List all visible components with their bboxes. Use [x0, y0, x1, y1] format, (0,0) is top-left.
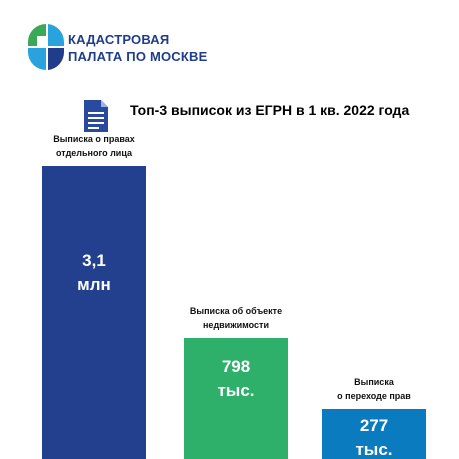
value-label-1-line-2: млн: [77, 275, 111, 294]
chart-title: Топ-3 выписок из ЕГРН в 1 кв. 2022 года: [130, 102, 410, 118]
logo: КАДАСТРОВАЯ ПАЛАТА ПО МОСКВЕ: [26, 22, 216, 74]
cadastre-logo-icon: [28, 24, 65, 70]
category-label-2-line-2: недвижимости: [203, 320, 269, 330]
category-label-3-line-1: Выписка: [354, 377, 395, 387]
value-label-3-line-1: 277: [360, 416, 388, 435]
category-label-1-line-2: отдельного лица: [56, 148, 133, 158]
value-label-2-line-2: тыс.: [217, 381, 254, 400]
category-label-3-line-2: о переходе прав: [337, 391, 411, 401]
document-icon: [84, 100, 108, 132]
category-label-2-line-1: Выписка об объекте: [190, 306, 282, 316]
value-label-2-line-1: 798: [222, 357, 250, 376]
category-label-1-line-1: Выписка о правах: [53, 134, 135, 144]
org-name-line1: КАДАСТРОВАЯ: [68, 32, 170, 47]
org-name-line2: ПАЛАТА ПО МОСКВЕ: [68, 49, 208, 64]
value-label-1-line-1: 3,1: [82, 251, 106, 270]
bar-3: [322, 409, 426, 459]
bar-1: [42, 166, 146, 459]
value-label-3-line-2: тыс.: [355, 440, 392, 459]
bar-2: [184, 338, 288, 459]
